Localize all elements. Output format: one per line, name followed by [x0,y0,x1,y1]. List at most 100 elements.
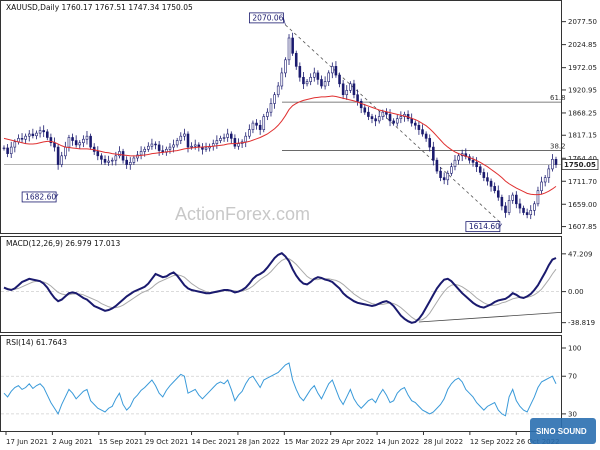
price-tick-label: 2077.50 [568,18,597,26]
candle-body [442,177,446,181]
rsi-tick-label: 30 [568,410,577,418]
x-tick-label: 12 Sep 2022 [470,438,514,446]
candle-body [13,141,17,148]
candle-body [284,59,287,74]
candle-body [233,138,237,147]
candle-body [432,146,435,161]
candle-body [363,107,367,113]
rsi-y-axis: 100 70 30 [562,345,581,418]
rsi-tick-label: 100 [568,345,581,353]
candle-body [414,122,417,126]
candle-body [71,137,74,141]
candle-body [518,203,522,209]
candle-body [143,148,146,152]
candle-body [421,129,424,135]
candle-body [305,81,309,85]
candle-body [183,133,186,137]
candle-body [370,116,374,120]
candle-body [118,151,121,157]
moving-average [3,95,557,196]
candle-body [139,151,143,156]
x-tick-label: 29 Oct 2021 [145,438,188,446]
candle-body [435,159,439,172]
price-tick-label: 1868.25 [568,109,597,117]
trend-lines [4,24,561,225]
price-tick-label: 1972.05 [568,64,597,72]
candle-body [175,140,179,146]
callout-label: 1614.60 [469,222,500,231]
candle-body [554,159,558,165]
candle-body [475,162,478,168]
candle-body [56,146,60,165]
candle-body [323,81,327,87]
candle-body [496,190,500,198]
candle-body [287,37,291,61]
price-callouts: 2070.06 1682.60 1614.60 [21,12,503,233]
price-tick-label: 1920.95 [568,86,597,94]
candle-body [46,131,49,138]
candle-body [385,111,388,115]
candle-body [258,124,262,130]
candle-body [349,83,352,91]
candle-body [269,103,273,113]
candle-body [226,133,229,138]
candle-body [374,118,377,122]
candle-body [172,144,175,148]
x-tick-label: 14 Jun 2022 [377,438,419,446]
candle-body [31,133,35,137]
candle-body [399,116,403,120]
x-tick-label: 15 Mar 2022 [284,438,328,446]
candle-body [395,118,399,124]
candle-body [331,66,334,74]
macd-trendline [418,312,562,323]
x-axis: 17 Jun 2021 2 Aug 2021 15 Sep 2021 29 Oct 2… [5,432,560,446]
candle-body [309,76,312,82]
candle-body [74,140,78,146]
candle-body [100,155,103,160]
candle-body [110,159,114,162]
candle-body [500,196,504,207]
fib-label: 61.8 [550,94,566,102]
watermark: ActionForex.com [175,204,310,224]
candle-body [352,83,356,96]
candle-body [244,135,248,143]
candle-body [327,72,330,82]
candle-body [525,212,529,216]
candle-body [6,147,9,154]
callout-box [249,12,284,24]
candle-body [38,130,42,134]
macd-macd-line [3,252,557,324]
candle-body [53,142,56,148]
candle-body [60,155,64,165]
candle-body [179,135,183,141]
candle-body [114,155,118,161]
callout-label: 1682.60 [25,193,56,202]
fib-label: 38.2 [550,143,566,151]
candle-body [536,190,540,205]
candle-body [103,159,107,163]
candle-body [248,129,251,137]
candle-body [85,135,89,140]
candle-body [493,186,496,192]
current-price-box [561,159,599,170]
candle-body [345,90,349,96]
candle-body [89,135,92,148]
macd-panel-header: MACD(12,26,9) 26.979 17.013 [6,239,120,248]
candle-body [96,151,100,157]
current-price-label: 1750.05 [564,161,596,169]
rsi-panel-frame [0,335,562,432]
candle-body [377,116,381,122]
candle-body [529,210,533,216]
candle-body [168,146,172,150]
x-tick-label: 28 Jul 2022 [423,438,463,446]
candle-body [424,133,428,139]
candle-body [154,143,157,146]
candle-body [341,83,345,96]
price-tick-label: 1659.00 [568,201,597,209]
candle-body [186,133,190,148]
candle-body [291,37,294,54]
price-tick-label: 1764.40 [568,155,597,163]
candle-body [237,143,240,147]
macd-y-axis: 47.209 0.00 -38.819 [562,250,595,327]
candle-body [298,66,302,78]
